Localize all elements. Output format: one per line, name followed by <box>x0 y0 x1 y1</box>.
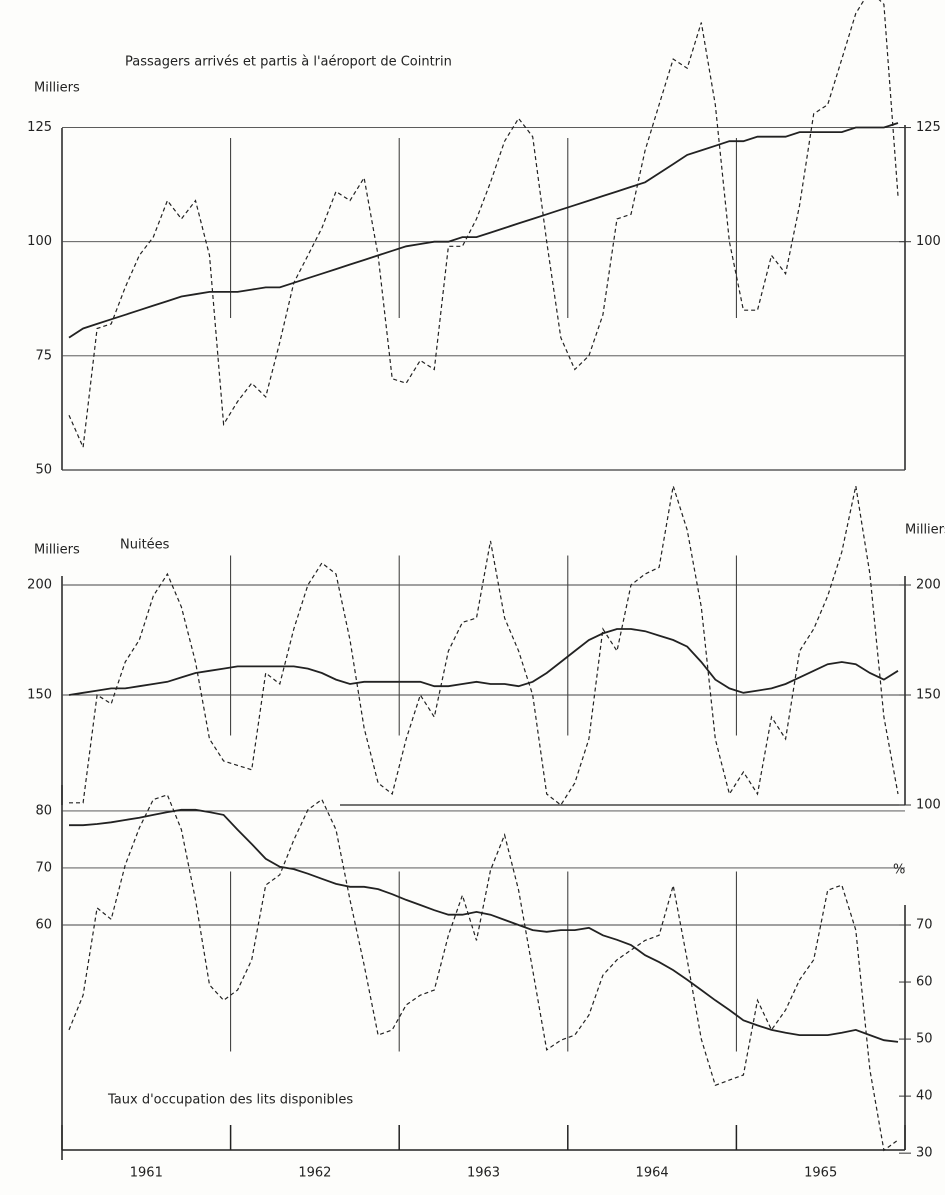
y-tick-label: 50 <box>35 463 52 478</box>
y2-tick-label: 125 <box>916 120 941 135</box>
x-tick-label: 1962 <box>298 1166 331 1181</box>
chart-title: Taux d'occupation des lits disponibles <box>107 1093 353 1108</box>
y2-axis-label: Milliers <box>905 523 945 538</box>
y-tick-label: 200 <box>27 578 52 593</box>
y-tick-label: 75 <box>35 348 52 363</box>
x-tick-label: 1965 <box>804 1166 837 1181</box>
y2-tick-label: 70 <box>916 917 933 932</box>
y2-tick-label: 200 <box>916 578 941 593</box>
x-tick-label: 1963 <box>467 1166 500 1181</box>
y2-axis-label: % <box>893 863 905 878</box>
chart-title: Passagers arrivés et partis à l'aéroport… <box>125 55 452 70</box>
trend-line <box>69 808 899 1043</box>
raw-series-line <box>68 794 899 1152</box>
trend-line <box>68 628 899 696</box>
raw-series-line <box>69 485 899 806</box>
x-tick-label: 1964 <box>636 1166 669 1181</box>
y2-tick-label: 60 <box>916 975 933 990</box>
y-tick-label: 80 <box>35 803 52 818</box>
y-tick-label: 70 <box>35 860 52 875</box>
y2-tick-label: 150 <box>916 688 941 703</box>
raw-series-line <box>68 0 899 450</box>
y2-tick-label: 100 <box>916 798 941 813</box>
y2-tick-label: 100 <box>916 234 941 249</box>
y-tick-label: 125 <box>27 120 52 135</box>
y-tick-label: 150 <box>27 688 52 703</box>
chart-title: Nuitées <box>120 538 170 553</box>
y-tick-label: 60 <box>35 917 52 932</box>
y-tick-label: 100 <box>27 234 52 249</box>
x-tick-label: 1961 <box>130 1166 163 1181</box>
y-axis-label: Milliers <box>34 543 80 558</box>
trend-line <box>68 122 899 339</box>
y2-tick-label: 40 <box>916 1089 933 1104</box>
y-axis-label: Milliers <box>34 81 80 96</box>
y2-tick-label: 50 <box>916 1032 933 1047</box>
y2-tick-label: 30 <box>916 1146 933 1161</box>
